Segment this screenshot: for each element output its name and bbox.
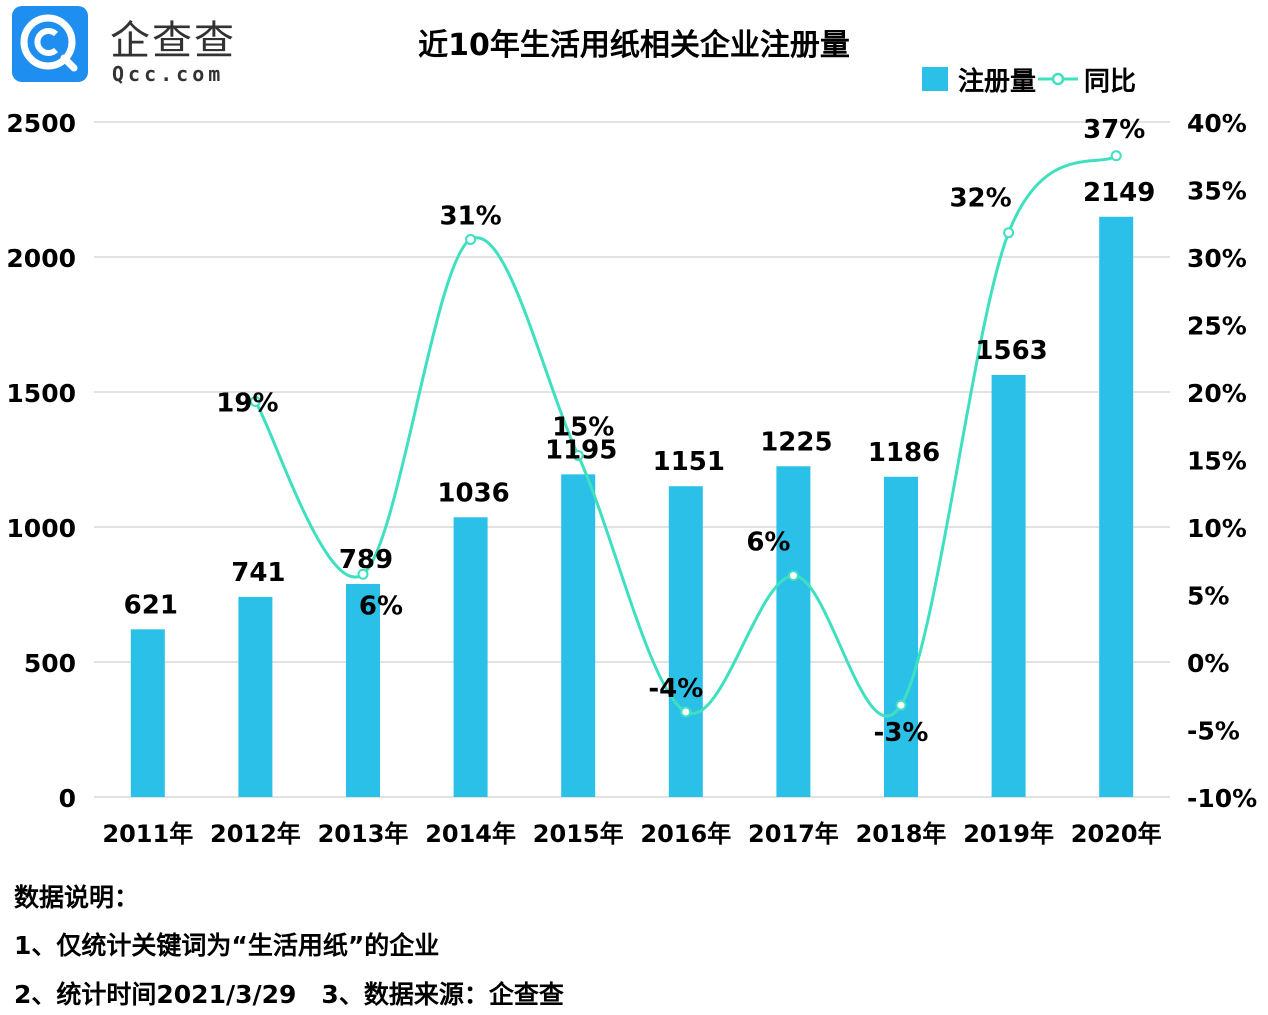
yoy-value-label: 6% xyxy=(746,528,790,558)
qcc-logo: 企查查 Qcc.com xyxy=(12,6,242,86)
yoy-point xyxy=(680,706,692,718)
yoy-value-label: 32% xyxy=(949,184,1011,214)
bar-value-label: 1036 xyxy=(437,478,509,508)
legend-label-yoy: 同比 xyxy=(1084,66,1137,97)
yoy-point xyxy=(787,570,799,582)
legend: 注册量 同比 xyxy=(922,62,1137,97)
left-axis-tick-label: 500 xyxy=(24,649,76,678)
left-axis-tick-label: 2500 xyxy=(6,109,76,138)
bar xyxy=(238,596,273,797)
notes-heading: 数据说明： xyxy=(14,883,140,912)
bar-value-label: 789 xyxy=(339,545,393,575)
bar-value-label: 621 xyxy=(124,590,178,620)
bar xyxy=(130,629,165,797)
logo-name-cn: 企查查 xyxy=(110,18,236,64)
chart-title: 近10年生活用纸相关企业注册量 xyxy=(418,28,850,63)
bar xyxy=(1099,216,1134,797)
bar-value-label: 2149 xyxy=(1083,178,1155,208)
yoy-point xyxy=(249,395,261,407)
yoy-value-label: 19% xyxy=(216,388,278,418)
x-axis-tick-label: 2015年 xyxy=(533,820,624,848)
right-axis-tick-label: 10% xyxy=(1187,514,1247,543)
bar-value-label: 1151 xyxy=(653,447,725,477)
right-axis-tick-label: 0% xyxy=(1187,649,1229,678)
bar-value-label: 1225 xyxy=(760,427,832,457)
yoy-point xyxy=(895,699,907,711)
right-axis-tick-label: 40% xyxy=(1187,109,1247,138)
yoy-point xyxy=(572,449,584,461)
chart-canvas: 621 741 789 1036 1195 1151 1225 1186 1563 2149 19%… xyxy=(6,109,1257,848)
yoy-value-label: 15% xyxy=(552,412,614,442)
bar xyxy=(991,374,1026,797)
left-axis-tick-label: 1000 xyxy=(6,514,76,543)
x-axis-tick-label: 2013年 xyxy=(318,820,409,848)
yoy-value-label: -3% xyxy=(874,718,929,748)
bar xyxy=(346,583,380,797)
right-axis-tick-label: -5% xyxy=(1187,717,1240,746)
bar xyxy=(776,466,811,797)
bar-value-label: 1563 xyxy=(975,336,1047,366)
bar-value-label: 741 xyxy=(231,558,285,588)
right-axis-tick-label: 20% xyxy=(1187,379,1247,408)
yoy-point xyxy=(1003,227,1015,239)
right-axis-tick-label: -10% xyxy=(1187,784,1257,813)
notes-line-1: 1、仅统计关键词为“生活用纸”的企业 xyxy=(14,931,440,960)
bar-value-label: 1186 xyxy=(868,438,940,468)
logo-name-en: Qcc.com xyxy=(112,62,225,86)
right-axis-tick-label: 5% xyxy=(1187,582,1229,611)
bar xyxy=(453,517,488,797)
x-axis-tick-label: 2014年 xyxy=(425,820,516,848)
x-axis-tick-label: 2018年 xyxy=(856,820,947,848)
right-axis-tick-label: 15% xyxy=(1187,447,1247,476)
right-axis-tick-label: 35% xyxy=(1187,177,1247,206)
x-axis-tick-label: 2012年 xyxy=(210,820,301,848)
bar xyxy=(561,474,596,797)
yoy-point xyxy=(357,568,369,580)
left-axis-tick-label: 0 xyxy=(59,784,76,813)
yoy-point xyxy=(1110,150,1122,162)
legend-label-registrations: 注册量 xyxy=(958,66,1037,97)
bar xyxy=(668,486,703,797)
x-axis-tick-label: 2016年 xyxy=(640,820,731,848)
legend-bar-swatch xyxy=(922,67,948,91)
left-axis-tick-label: 1500 xyxy=(6,379,76,408)
x-axis-tick-label: 2011年 xyxy=(102,820,193,848)
yoy-point xyxy=(465,233,477,245)
yoy-value-label: 6% xyxy=(359,591,403,621)
yoy-value-label: 31% xyxy=(439,201,501,231)
x-axis-tick-label: 2019年 xyxy=(963,820,1054,848)
qcc-logo-icon xyxy=(12,6,88,82)
bar xyxy=(884,476,918,797)
right-axis-tick-label: 30% xyxy=(1187,244,1247,273)
legend-line-swatch xyxy=(1038,67,1079,91)
yoy-value-label: -4% xyxy=(648,674,703,704)
right-axis-tick-label: 25% xyxy=(1187,312,1247,341)
yoy-value-label: 37% xyxy=(1083,115,1145,145)
left-axis-tick-label: 2000 xyxy=(6,244,76,273)
notes-line-2: 2、统计时间2021/3/29 3、数据来源：企查查 xyxy=(14,980,564,1009)
x-axis-tick-label: 2017年 xyxy=(748,820,839,848)
x-axis-tick-label: 2020年 xyxy=(1071,820,1162,848)
bar-value-label: 1195 xyxy=(545,435,617,465)
